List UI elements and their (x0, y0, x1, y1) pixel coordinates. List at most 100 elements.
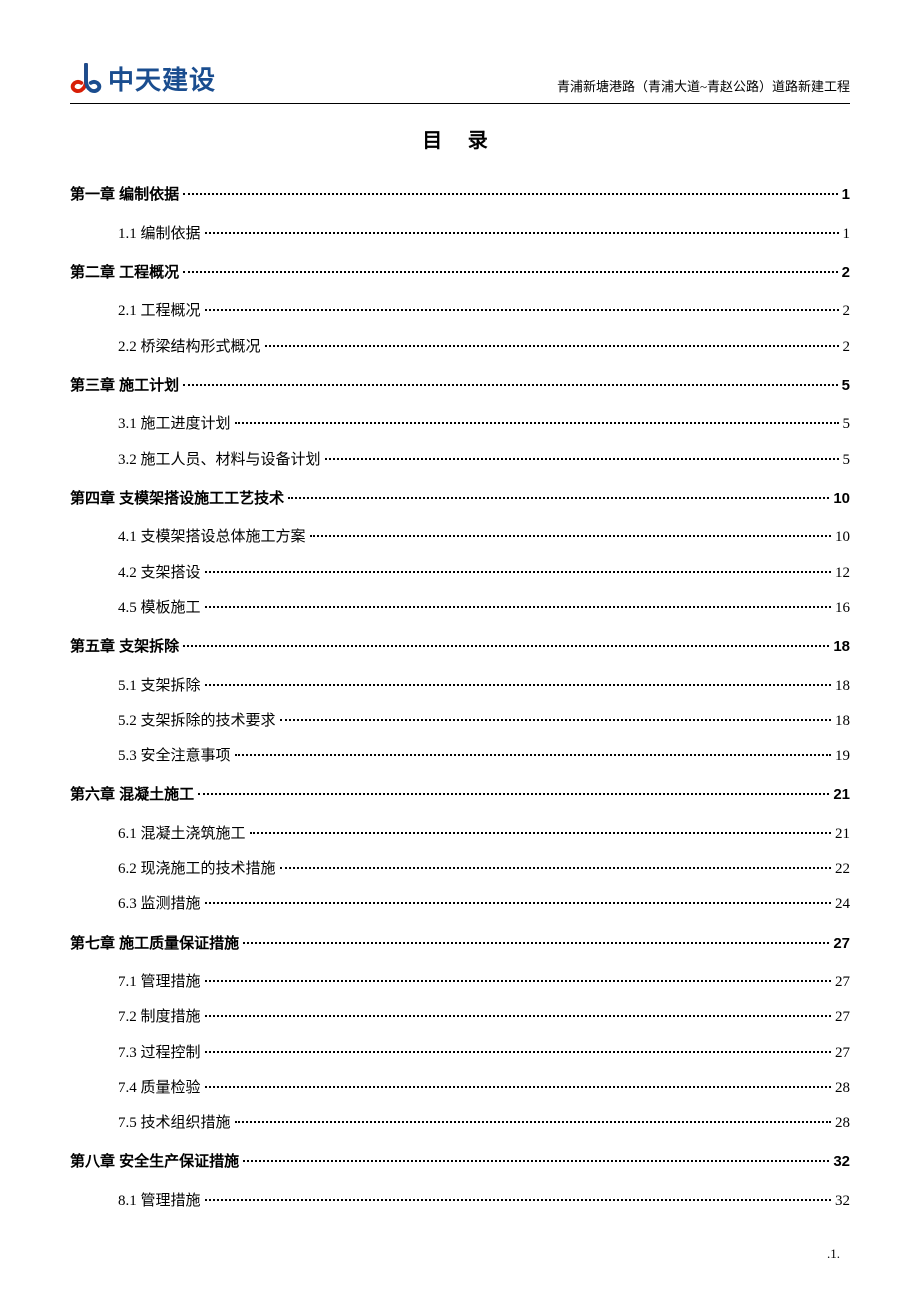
toc-dots (205, 1086, 831, 1088)
toc-section-page: 27 (835, 968, 850, 997)
toc-section-label: 5.1 支架拆除 (118, 672, 201, 701)
toc-section: 7.2 制度措施 27 (118, 1003, 850, 1032)
toc-dots (205, 980, 831, 982)
toc-section-label: 3.1 施工进度计划 (118, 410, 231, 439)
toc-title: 目 录 (70, 124, 850, 153)
toc-chapter-label: 第六章 混凝土施工 (70, 781, 194, 810)
toc-chapter-page: 2 (842, 259, 850, 288)
toc-section: 5.2 支架拆除的技术要求18 (118, 707, 850, 736)
toc-section-label: 7.2 制度措施 (118, 1003, 201, 1032)
toc-section: 6.3 监测措施 24 (118, 890, 850, 919)
toc-section-label: 2.1 工程概况 (118, 297, 201, 326)
toc-section-page: 2 (843, 333, 851, 362)
toc-section-page: 5 (843, 410, 851, 439)
toc-dots (198, 793, 829, 795)
toc-chapter-page: 1 (842, 181, 850, 210)
toc-section-page: 16 (835, 594, 850, 623)
toc-section-page: 2 (843, 297, 851, 326)
toc-chapter-page: 27 (833, 930, 850, 959)
toc-chapter: 第六章 混凝土施工 21 (70, 781, 850, 810)
toc-dots (205, 1015, 831, 1017)
toc-section: 5.3 安全注意事项 19 (118, 742, 850, 771)
toc-section: 5.1 支架拆除 18 (118, 672, 850, 701)
toc-dots (265, 345, 839, 347)
toc-section-page: 21 (835, 820, 850, 849)
toc-section-page: 28 (835, 1109, 850, 1138)
toc-section: 8.1 管理措施 32 (118, 1187, 850, 1216)
toc-section-label: 8.1 管理措施 (118, 1187, 201, 1216)
toc-section: 2.2 桥梁结构形式概况 2 (118, 333, 850, 362)
logo-section: 中天建设 (70, 60, 216, 97)
toc-section-page: 19 (835, 742, 850, 771)
toc-section-label: 7.1 管理措施 (118, 968, 201, 997)
toc-dots (205, 606, 831, 608)
toc-dots (205, 902, 831, 904)
company-logo-icon (70, 63, 102, 95)
toc-dots (243, 942, 829, 944)
toc-dots (280, 867, 831, 869)
toc-section-page: 27 (835, 1003, 850, 1032)
toc-section: 4.1 支模架搭设总体施工方案10 (118, 523, 850, 552)
toc-section-label: 7.3 过程控制 (118, 1039, 201, 1068)
toc-chapter-page: 18 (833, 633, 850, 662)
toc-section: 4.5 模板施工 16 (118, 594, 850, 623)
toc-dots (205, 232, 839, 234)
toc-section-label: 4.2 支架搭设 (118, 559, 201, 588)
toc-chapter-page: 5 (842, 372, 850, 401)
toc-dots (205, 309, 839, 311)
toc-section-label: 6.1 混凝土浇筑施工 (118, 820, 246, 849)
toc-section-page: 27 (835, 1039, 850, 1068)
toc-section: 7.5 技术组织措施 28 (118, 1109, 850, 1138)
toc-chapter: 第四章 支模架搭设施工工艺技术10 (70, 485, 850, 514)
toc-chapter: 第七章 施工质量保证措施 27 (70, 930, 850, 959)
toc-chapter-label: 第三章 施工计划 (70, 372, 179, 401)
toc-section-page: 1 (843, 220, 851, 249)
toc-chapter-label: 第一章 编制依据 (70, 181, 179, 210)
company-name: 中天建设 (108, 60, 216, 97)
toc-dots (183, 645, 829, 647)
toc-chapter: 第二章 工程概况2 (70, 259, 850, 288)
toc-section: 3.2 施工人员、材料与设备计划 5 (118, 446, 850, 475)
toc-chapter-label: 第八章 安全生产保证措施 (70, 1148, 239, 1177)
toc-dots (243, 1160, 829, 1162)
toc-section-label: 7.4 质量检验 (118, 1074, 201, 1103)
toc-dots (183, 384, 837, 386)
toc-section-page: 5 (843, 446, 851, 475)
toc-dots (205, 1051, 831, 1053)
toc-section-page: 24 (835, 890, 850, 919)
toc-chapter: 第五章 支架拆除18 (70, 633, 850, 662)
toc-section-label: 5.3 安全注意事项 (118, 742, 231, 771)
toc-section-label: 7.5 技术组织措施 (118, 1109, 231, 1138)
toc-dots (235, 422, 839, 424)
toc-dots (235, 754, 831, 756)
toc-section: 4.2 支架搭设12 (118, 559, 850, 588)
toc-section: 6.1 混凝土浇筑施工 21 (118, 820, 850, 849)
toc-section-page: 10 (835, 523, 850, 552)
toc-section-page: 32 (835, 1187, 850, 1216)
toc-chapter-page: 21 (833, 781, 850, 810)
toc-section-label: 4.5 模板施工 (118, 594, 201, 623)
toc-section: 7.4 质量检验 28 (118, 1074, 850, 1103)
toc-section-label: 2.2 桥梁结构形式概况 (118, 333, 261, 362)
toc-chapter: 第八章 安全生产保证措施 32 (70, 1148, 850, 1177)
toc-dots (280, 719, 831, 721)
toc-section-label: 3.2 施工人员、材料与设备计划 (118, 446, 321, 475)
toc-dots (235, 1121, 831, 1123)
toc-dots (183, 271, 837, 273)
toc-section-label: 6.2 现浇施工的技术措施 (118, 855, 276, 884)
toc-chapter: 第三章 施工计划 5 (70, 372, 850, 401)
toc-chapter-page: 32 (833, 1148, 850, 1177)
toc-chapter-label: 第七章 施工质量保证措施 (70, 930, 239, 959)
toc-dots (183, 193, 837, 195)
toc-dots (205, 571, 831, 573)
toc-dots (250, 832, 831, 834)
toc-section: 6.2 现浇施工的技术措施22 (118, 855, 850, 884)
toc-section-label: 6.3 监测措施 (118, 890, 201, 919)
document-subtitle: 青浦新塘港路（青浦大道~青赵公路）道路新建工程 (557, 76, 850, 97)
toc-section-page: 18 (835, 672, 850, 701)
toc-section-label: 1.1 编制依据 (118, 220, 201, 249)
toc-dots (205, 1199, 831, 1201)
page-number: .1. (70, 1246, 850, 1262)
toc-chapter: 第一章 编制依据 1 (70, 181, 850, 210)
toc-section-page: 28 (835, 1074, 850, 1103)
